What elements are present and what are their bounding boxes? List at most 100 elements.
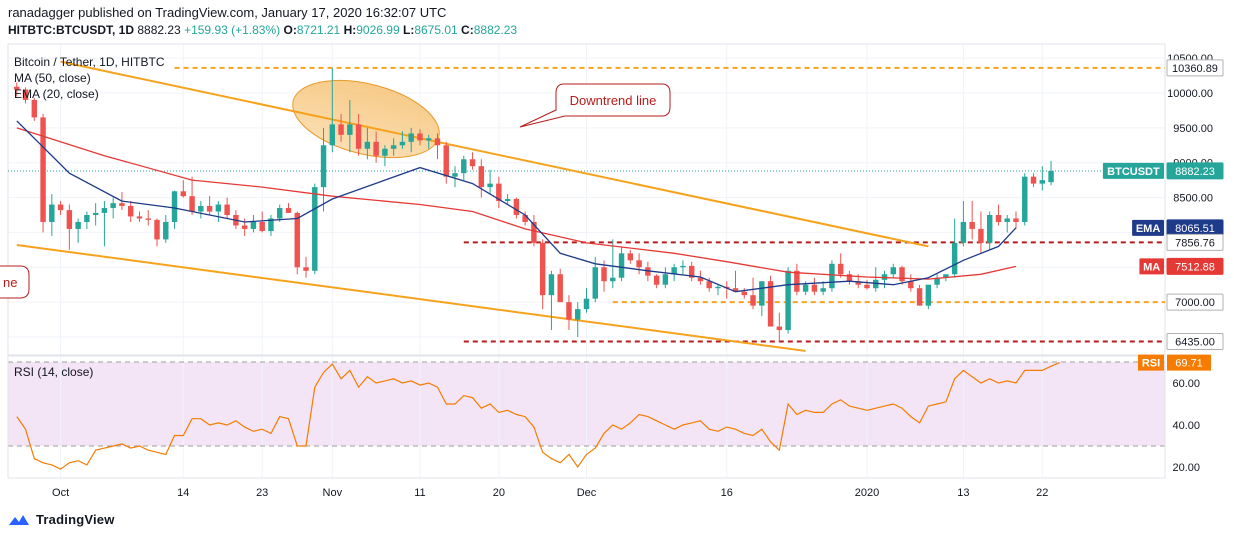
candle-body — [338, 124, 344, 135]
candle-body — [154, 219, 160, 240]
candle — [92, 203, 99, 226]
candle — [1039, 166, 1046, 191]
price-label: 10360.89 — [1166, 59, 1224, 77]
candle — [785, 267, 791, 334]
candle — [1004, 215, 1010, 233]
candle-body — [496, 183, 502, 202]
candle — [189, 176, 195, 215]
candle-body — [759, 281, 765, 306]
candle-body — [250, 221, 257, 229]
candle — [338, 113, 344, 142]
candle-body — [145, 218, 151, 220]
series-tag-text: BTCUSDT — [1107, 166, 1160, 178]
candle — [84, 211, 90, 229]
candle-body — [75, 221, 81, 229]
candle-body — [390, 145, 397, 149]
candle — [154, 218, 160, 247]
footer[interactable]: TradingView — [8, 512, 115, 527]
candle — [364, 127, 371, 160]
y-tick-label: 10500.00 — [1167, 53, 1213, 65]
candle-body — [820, 288, 826, 292]
candle-body — [776, 326, 783, 331]
candle — [671, 263, 677, 282]
candle-body — [417, 133, 423, 141]
candle — [1013, 211, 1019, 229]
legend-ma: MA (50, close) — [14, 71, 91, 85]
rsi-series — [16, 362, 1061, 470]
y-tick-label: 8500.00 — [1173, 193, 1213, 205]
candle-body — [294, 212, 300, 268]
candle-body — [846, 274, 853, 282]
candle — [908, 274, 914, 292]
rsi-pane-frame — [7, 355, 1166, 479]
candle-body — [408, 133, 414, 142]
open-value: 8721.21 — [296, 23, 341, 37]
price-label-bg — [1166, 333, 1224, 351]
candle-body — [829, 263, 835, 289]
candle — [224, 197, 230, 219]
candle — [163, 215, 169, 243]
candle-body — [303, 267, 309, 271]
series-tag-ma: MA — [1139, 258, 1164, 275]
trendline — [60, 60, 929, 248]
candle — [724, 281, 730, 299]
candle — [986, 211, 993, 250]
candle-body — [811, 284, 818, 292]
candle — [653, 274, 660, 289]
candle-body — [715, 286, 721, 289]
candle — [312, 183, 318, 275]
candle — [408, 127, 414, 153]
candle — [417, 129, 423, 146]
candle-body — [1004, 218, 1010, 222]
candle-body — [373, 141, 379, 156]
price-label: 8882.23 — [1166, 162, 1224, 180]
horizontal-levels — [8, 66, 1165, 343]
candle — [303, 256, 309, 278]
candle-body — [741, 291, 747, 296]
series-tag-text: EMA — [1136, 223, 1161, 235]
candle — [1022, 173, 1028, 226]
candle — [776, 312, 783, 342]
rsi-tick-label: 60.00 — [1172, 378, 1200, 390]
candle — [539, 239, 546, 310]
candle-body — [382, 148, 388, 156]
candle — [320, 127, 327, 212]
candle-body — [531, 221, 537, 243]
candle-body — [1013, 218, 1019, 222]
candle-body — [645, 267, 651, 276]
candle-body — [1030, 176, 1037, 184]
candle-body — [706, 281, 712, 289]
candle-body — [539, 242, 546, 296]
candle — [978, 211, 984, 254]
candle — [890, 263, 896, 278]
candle — [715, 284, 721, 296]
price-label-text: 7000.00 — [1175, 297, 1215, 309]
low-value: 8675.01 — [414, 23, 458, 37]
rsi-tag-bg — [1138, 354, 1164, 371]
candle — [180, 180, 187, 198]
price-label-text: 8882.23 — [1175, 166, 1215, 178]
candle — [399, 131, 406, 149]
candle — [837, 253, 844, 278]
candle-body — [434, 138, 441, 146]
candle-body — [697, 277, 704, 282]
candle-body — [487, 183, 493, 188]
candle-body — [277, 208, 283, 219]
candle-body — [671, 267, 677, 275]
candle-body — [285, 208, 292, 213]
candle — [846, 270, 853, 285]
high-value: 9026.99 — [356, 23, 400, 37]
candle-body — [347, 124, 353, 135]
candle-body — [355, 124, 362, 149]
candle-body — [119, 203, 125, 206]
candle-body — [986, 215, 993, 243]
candle — [478, 159, 485, 198]
candle — [127, 201, 134, 222]
consolidation-ellipse — [292, 79, 440, 159]
price-label-text: 10360.89 — [1172, 63, 1218, 75]
candle-body — [198, 205, 204, 212]
ema-line — [16, 120, 1017, 293]
candle — [899, 265, 905, 285]
candle-body — [934, 277, 940, 285]
